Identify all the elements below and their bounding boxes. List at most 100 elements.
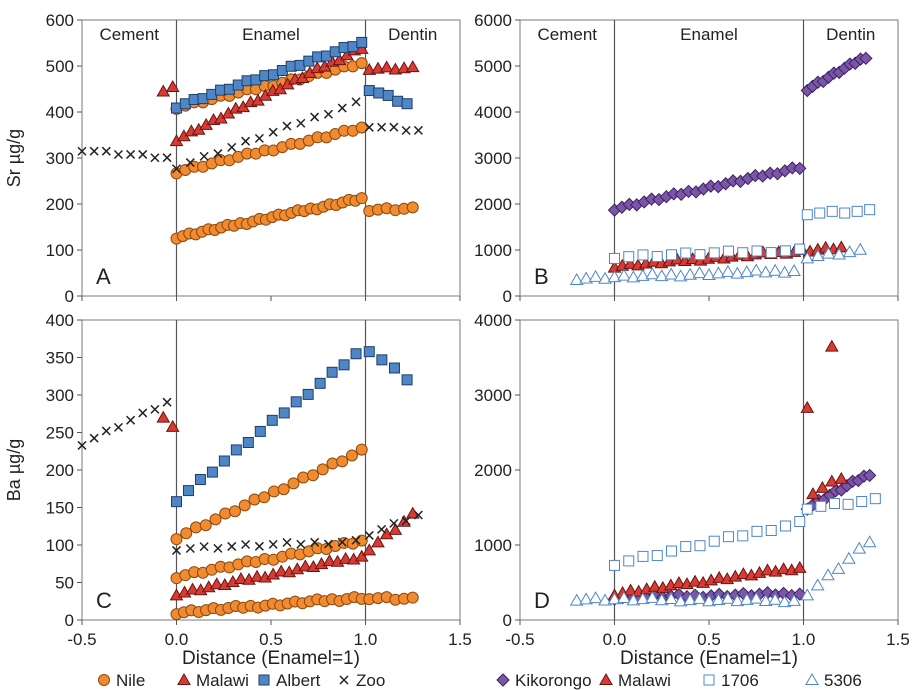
y-tick-label: 1000	[474, 241, 512, 260]
data-point	[413, 125, 423, 135]
data-point	[768, 263, 783, 276]
data-point	[739, 592, 754, 605]
data-point	[569, 593, 584, 606]
data-point	[607, 270, 622, 283]
y-tick-label: 0	[65, 611, 74, 630]
legend-marker-zoo	[339, 675, 349, 685]
data-point	[355, 192, 368, 205]
data-point	[737, 247, 749, 259]
x-axis-label-right: Distance (Enamel=1)	[620, 648, 798, 669]
y-tick-label: 4000	[474, 103, 512, 122]
data-point	[388, 522, 403, 535]
data-point	[363, 85, 375, 97]
data-point	[637, 249, 649, 261]
y-tick-label: 300	[46, 386, 74, 405]
data-point	[230, 444, 242, 456]
data-point	[801, 503, 813, 515]
series-albert	[171, 36, 413, 114]
data-point	[607, 592, 622, 605]
x-tick-label: 1.0	[354, 630, 378, 649]
region-label-enamel: Enamel	[242, 25, 300, 44]
data-point	[227, 541, 237, 551]
y-tick-label: 250	[46, 424, 74, 443]
data-point	[645, 590, 660, 603]
data-point	[371, 535, 385, 548]
plot-frame	[519, 319, 899, 621]
data-point	[609, 252, 620, 264]
data-point	[824, 339, 839, 352]
data-point	[77, 440, 87, 450]
data-point	[737, 530, 749, 542]
data-point	[692, 266, 707, 279]
data-point	[351, 535, 361, 545]
data-point	[302, 388, 314, 400]
data-point	[392, 95, 404, 107]
x-tick-label: 0.0	[603, 630, 627, 649]
data-point	[227, 142, 237, 152]
y-tick-label: 6000	[474, 11, 512, 30]
data-point	[626, 270, 641, 283]
data-point	[377, 122, 387, 132]
data-point	[800, 251, 815, 264]
data-point	[401, 125, 411, 136]
chart-panel-b: 0 1000 2000 3000 4000 5000 6000 Cement Enamel Den…	[474, 11, 899, 306]
data-point	[749, 263, 764, 276]
data-point	[234, 572, 248, 585]
data-point	[77, 146, 87, 156]
data-point	[617, 268, 631, 281]
data-point	[588, 269, 603, 282]
data-point	[310, 537, 320, 547]
data-point	[801, 209, 813, 221]
data-point	[569, 273, 584, 286]
y-tick-label: 350	[46, 349, 74, 368]
data-point	[749, 591, 764, 604]
data-point	[314, 377, 326, 389]
series-5306	[569, 242, 868, 286]
data-point	[711, 592, 726, 605]
y-tick-label: 400	[46, 103, 74, 122]
data-point	[241, 540, 251, 550]
data-point	[598, 593, 612, 606]
x-tick-label: 1.5	[886, 630, 910, 649]
data-point	[287, 477, 300, 490]
data-point	[673, 269, 688, 282]
legend-label-malawi: Malawi	[618, 671, 671, 690]
data-point	[694, 540, 706, 552]
x-tick-label: -0.5	[67, 630, 96, 649]
y-axis-label: Sr µg/g	[4, 129, 24, 187]
data-point	[712, 570, 727, 583]
region-label-dentin: Dentin	[388, 25, 437, 44]
data-point	[401, 374, 413, 386]
y-tick-label: 5000	[474, 57, 512, 76]
data-point	[794, 243, 806, 255]
data-point	[779, 520, 791, 532]
data-point	[623, 555, 635, 567]
data-point	[282, 121, 292, 131]
data-point	[856, 496, 868, 507]
data-point	[623, 583, 638, 596]
data-point	[323, 109, 333, 119]
data-point	[637, 550, 649, 562]
data-point	[665, 545, 677, 557]
data-point	[832, 247, 846, 260]
data-point	[355, 121, 368, 134]
data-point	[777, 595, 792, 608]
data-point	[711, 266, 726, 279]
legend-marker-kikorongo	[496, 673, 510, 687]
data-point	[708, 247, 720, 259]
data-point	[708, 535, 720, 547]
data-point	[326, 457, 339, 470]
data-point	[162, 397, 172, 407]
data-point	[354, 41, 369, 54]
data-point	[171, 164, 182, 174]
data-point	[213, 149, 223, 159]
y-tick-label: 400	[46, 311, 74, 330]
data-point	[150, 404, 160, 414]
data-point	[101, 426, 111, 436]
data-point	[290, 396, 302, 408]
data-point	[296, 539, 306, 549]
y-tick-label: 1000	[474, 536, 512, 555]
data-point	[199, 151, 209, 161]
data-point	[623, 251, 635, 263]
data-point	[388, 362, 400, 374]
